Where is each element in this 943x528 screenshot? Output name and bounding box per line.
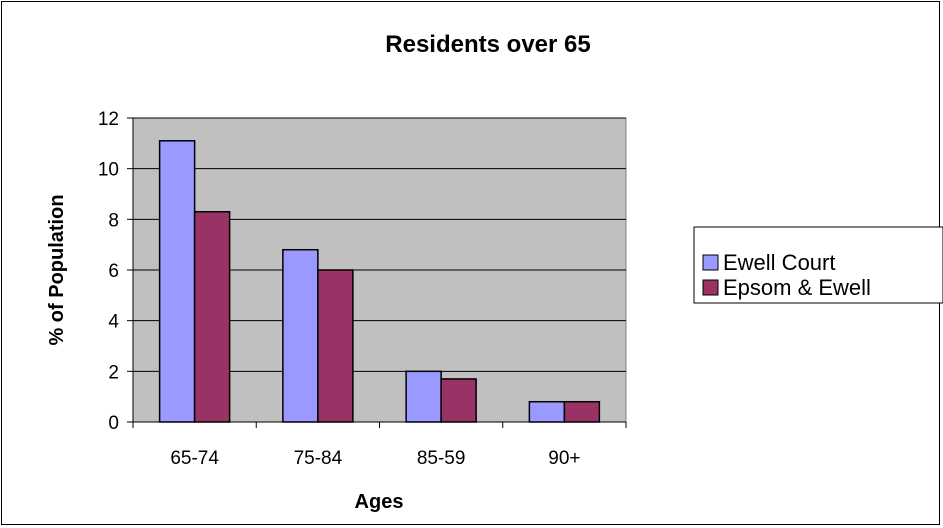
x-tick-label: 90+	[548, 448, 580, 469]
legend: Ewell Court Epsom & Ewell	[693, 226, 943, 304]
x-tick-label: 85-59	[417, 448, 466, 469]
bar-ewell-court-85-59	[405, 370, 442, 423]
bar-epsom-ewell-65-74	[193, 210, 231, 423]
axes	[127, 117, 627, 428]
y-tick-label: 4	[108, 312, 119, 333]
y-tick-labels: 0 2 4 6 8 10 12	[98, 109, 120, 434]
legend-label-ewell-court: Ewell Court	[723, 250, 835, 275]
x-axis-title: Ages	[355, 491, 404, 513]
y-tick-label: 12	[98, 109, 119, 130]
legend-box	[693, 226, 943, 304]
chart-title: Residents over 65	[385, 31, 590, 58]
bar-epsom-ewell-85-59	[440, 378, 477, 423]
y-tick-label: 0	[108, 413, 119, 434]
x-tick-labels: 65-74 75-84 85-59 90+	[170, 448, 580, 469]
y-tick-label: 10	[98, 160, 119, 181]
bars	[158, 140, 601, 423]
y-tick-label: 6	[108, 261, 119, 282]
x-tick-label: 75-84	[294, 448, 343, 469]
legend-swatch-ewell-court	[702, 254, 719, 271]
x-tick-label: 65-74	[170, 448, 219, 469]
y-axis-title: % of Population	[46, 194, 68, 345]
y-tick-label: 2	[108, 362, 119, 383]
legend-swatch-epsom-ewell	[702, 279, 719, 296]
legend-label-epsom-ewell: Epsom & Ewell	[723, 275, 871, 300]
bar-epsom-ewell-75-84	[317, 269, 354, 423]
bar-epsom-ewell-90+	[563, 400, 601, 423]
bar-ewell-court-65-74	[158, 140, 196, 423]
y-tick-label: 8	[108, 210, 119, 231]
bar-ewell-court-90+	[528, 400, 566, 423]
bar-ewell-court-75-84	[282, 248, 319, 423]
